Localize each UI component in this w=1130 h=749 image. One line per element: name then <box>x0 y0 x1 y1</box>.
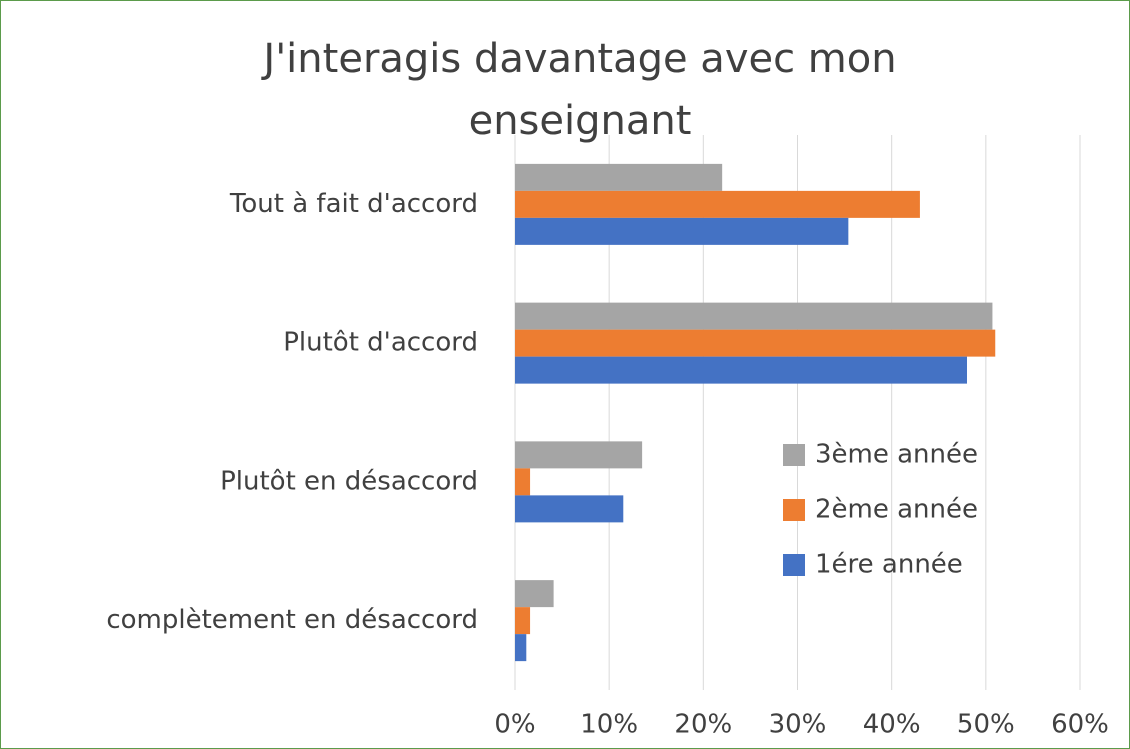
x-tick-label: 40% <box>863 710 921 740</box>
legend-label: 3ème année <box>815 440 978 470</box>
y-tick-label: Plutôt en désaccord <box>220 466 478 496</box>
legend-label: 2ème année <box>815 495 978 525</box>
bar <box>515 190 920 218</box>
y-tick-label: complètement en désaccord <box>106 605 478 635</box>
x-tick-label: 60% <box>1051 710 1109 740</box>
x-tick-label: 10% <box>580 710 638 740</box>
bar <box>515 634 527 662</box>
x-tick-label: 20% <box>674 710 732 740</box>
x-tick-label: 30% <box>769 710 827 740</box>
bar <box>515 329 996 357</box>
bar <box>515 441 643 469</box>
legend-label: 1ére année <box>815 550 963 580</box>
chart-title: J'interagis davantage avec mon enseignan… <box>263 36 897 144</box>
bar <box>515 302 993 330</box>
bar <box>515 163 723 191</box>
legend-swatch <box>783 554 805 576</box>
bar <box>515 580 554 608</box>
bar <box>515 607 531 635</box>
x-tick-label: 0% <box>494 710 535 740</box>
x-tick-label: 50% <box>957 710 1015 740</box>
bar <box>515 356 967 384</box>
legend-swatch <box>783 444 805 466</box>
legend-swatch <box>783 499 805 521</box>
y-tick-label: Tout à fait d'accord <box>229 189 478 219</box>
bar <box>515 468 531 496</box>
bar <box>515 495 624 523</box>
bar <box>515 217 849 245</box>
y-tick-label: Plutôt d'accord <box>283 328 478 358</box>
